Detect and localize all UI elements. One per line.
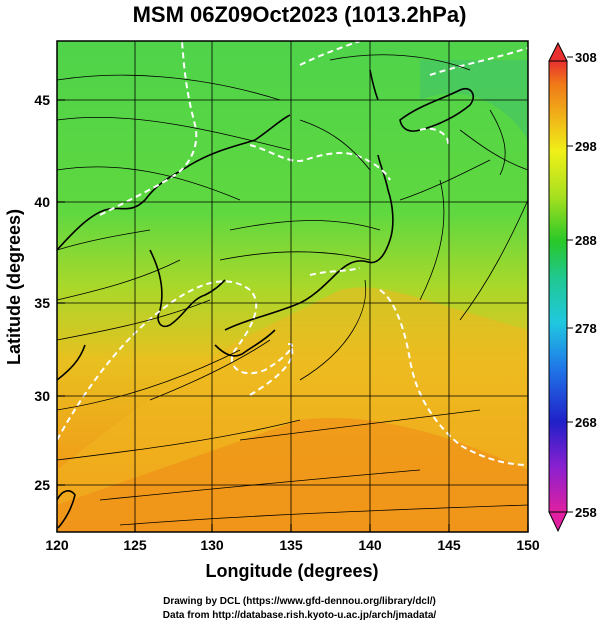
x-axis-label: Longitude (degrees) bbox=[205, 561, 378, 581]
x-tick-label: 150 bbox=[516, 537, 540, 553]
colorbar-scale bbox=[548, 60, 568, 513]
colorbar-label: 308 bbox=[575, 50, 597, 65]
x-tick-label: 145 bbox=[437, 537, 461, 553]
x-tick-label: 140 bbox=[358, 537, 382, 553]
x-tick-label: 125 bbox=[123, 537, 147, 553]
colorbar-label: 278 bbox=[575, 321, 597, 336]
y-tick-label: 45 bbox=[34, 92, 50, 108]
y-tick-label: 40 bbox=[34, 194, 50, 210]
coastlines bbox=[57, 69, 475, 529]
colorbar-label: 268 bbox=[575, 415, 597, 430]
colorbar-bottom-triangle bbox=[548, 511, 568, 533]
y-tick-label: 30 bbox=[34, 388, 50, 404]
colorbar-label: 258 bbox=[575, 505, 597, 520]
contour-lines bbox=[57, 41, 528, 466]
credit-drawing: Drawing by DCL (https://www.gfd-dennou.o… bbox=[163, 596, 436, 607]
plot-frame bbox=[56, 40, 529, 533]
colorbar-label: 288 bbox=[575, 233, 597, 248]
x-tick-label: 130 bbox=[200, 537, 224, 553]
credit-data: Data from http://database.rish.kyoto-u.a… bbox=[162, 610, 437, 621]
map-title: MSM 06Z09Oct2023 (1013.2hPa) bbox=[132, 2, 467, 27]
x-tick-label: 135 bbox=[279, 537, 303, 553]
colorbar: 308 298 288 278 268 258 bbox=[548, 41, 597, 533]
colorbar-top-triangle bbox=[548, 41, 568, 62]
lat-lon-grid bbox=[57, 41, 528, 532]
y-tick-marks bbox=[57, 99, 65, 486]
x-tick-marks bbox=[56, 524, 529, 532]
temperature-field bbox=[57, 41, 528, 532]
colorbar-label: 298 bbox=[575, 139, 597, 154]
y-tick-label: 35 bbox=[34, 295, 50, 311]
y-axis-label: Latitude (degrees) bbox=[4, 209, 24, 365]
x-tick-label: 120 bbox=[45, 537, 69, 553]
y-tick-label: 25 bbox=[34, 477, 50, 493]
